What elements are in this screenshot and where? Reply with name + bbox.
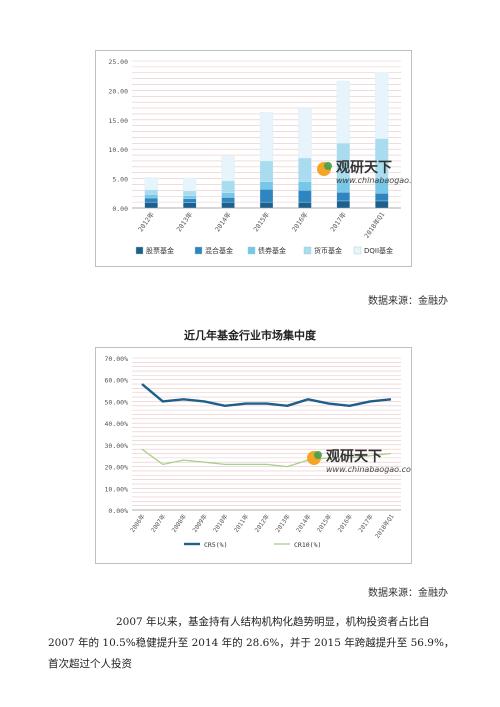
bar-segment (259, 189, 274, 203)
bar-segment (375, 200, 389, 209)
y-tick-label: 20.00 (108, 87, 128, 95)
concentration-line-chart: 0.00% 10.00% 20.00% 30.00% 40.00% 50.00% 60.00… (95, 347, 419, 564)
y-tick-label: 10.00 (108, 146, 128, 154)
bar-segment (375, 72, 389, 139)
x-tick-label: 2018年Q1 (362, 210, 387, 240)
bar-segment (182, 198, 197, 203)
bar-segment (221, 201, 235, 209)
x-tick-label: 2010年 (211, 513, 229, 534)
watermark-url: www.chinabaogao.com (326, 465, 411, 474)
bar-segment (182, 190, 197, 196)
x-tick-label: 2011年 (232, 513, 250, 534)
series-line-1 (141, 383, 392, 407)
legend-label: CR10(%) (294, 541, 321, 549)
legend-label: CR5(%) (204, 541, 227, 549)
x-tick-label: 2015年 (315, 513, 333, 534)
bar-segment (182, 177, 197, 192)
bar-segment (259, 112, 274, 162)
y-tick-label: 50.00% (105, 398, 129, 406)
x-tick-label: 2013年 (174, 210, 194, 234)
y-tick-label: 0.00% (108, 507, 128, 515)
bar-segment (259, 201, 274, 209)
line-chart-svg: 0.00% 10.00% 20.00% 30.00% 40.00% 50.00% 60.00… (105, 355, 419, 549)
bar-segment (144, 189, 158, 195)
y-tick-label: 60.00% (105, 377, 129, 385)
y-tick-label: 25.00 (108, 58, 128, 66)
y-tick-label: 5.00 (112, 176, 128, 184)
x-tick-label: 2017年 (357, 513, 375, 534)
y-tick-label: 15.00 (108, 117, 128, 125)
x-tick-label: 2007年 (149, 513, 167, 534)
watermark-logo-leaf-icon (324, 162, 332, 170)
x-tick-label: 2015年 (251, 210, 271, 234)
bar-segment (298, 181, 312, 191)
body-paragraph: 2007 年以来，基金持有人结构机构化趋势明显，机构投资者占比自 2007 年的… (48, 616, 455, 670)
bar-segment (221, 180, 235, 193)
source-note-1: 数据来源：金融办 (368, 296, 448, 307)
y-tick-label: 0.00 (112, 205, 128, 213)
legend-swatch (194, 246, 203, 255)
x-tick-label: 2012年 (253, 513, 271, 534)
bar-segment (298, 201, 312, 209)
bar-segment (144, 201, 158, 209)
watermark-logo-leaf-icon (314, 451, 322, 459)
legend-swatch (135, 246, 144, 255)
x-tick-label: 2008年 (170, 513, 188, 534)
x-tick-label: 2017年 (328, 210, 348, 234)
legend-swatch (303, 246, 312, 255)
bar-segment (336, 80, 351, 144)
legend-label: 货币基金 (314, 246, 342, 255)
bar-segment (375, 193, 389, 202)
x-tick-label: 2006年 (128, 513, 146, 534)
bar-segment (336, 200, 351, 209)
legend-label: 股票基金 (146, 246, 174, 255)
bar-chart-svg: 0.00 5.00 10.00 15.00 20.00 25.00 2012年 2013年 20… (108, 58, 428, 255)
bar-segment (221, 197, 235, 203)
bar-segment (298, 157, 312, 182)
y-tick-label: 40.00% (105, 420, 129, 428)
fund-size-bar-chart: 0.00 5.00 10.00 15.00 20.00 25.00 2012年 2013年 20… (95, 50, 429, 267)
bar-segment (259, 181, 274, 190)
legend-label: 混合基金 (205, 246, 233, 255)
chart2-title: 近几年基金行业市场集中度 (184, 329, 316, 342)
bar-segment (336, 191, 351, 202)
bar-segment (144, 197, 158, 203)
bar-segment (298, 107, 312, 159)
y-tick-label: 30.00% (105, 442, 129, 450)
x-tick-label: 2014年 (294, 513, 312, 534)
bar-segment (221, 192, 235, 198)
bar-segment (221, 156, 235, 182)
y-tick-label: 20.00% (105, 464, 129, 472)
legend-label: 债券基金 (258, 246, 286, 255)
x-tick-label: 2016年 (289, 210, 309, 234)
bar-segment (182, 195, 197, 199)
x-tick-label: 2016年 (336, 513, 354, 534)
y-tick-label: 70.00% (105, 355, 129, 363)
y-tick-label: 10.00% (105, 485, 129, 493)
bar-segment (298, 190, 312, 203)
legend-swatch (247, 246, 256, 255)
watermark-brand: 观研天下 (336, 160, 392, 176)
bar-segment (182, 202, 197, 209)
watermark-brand: 观研天下 (326, 449, 382, 465)
bar-segment (144, 194, 158, 199)
legend-swatch (353, 246, 362, 255)
x-tick-label: 2018年Q1 (373, 512, 396, 540)
watermark-url: www.chinabaogao.com (336, 176, 411, 185)
x-tick-label: 2012年 (136, 210, 156, 234)
source-note-2: 数据来源：金融办 (368, 588, 448, 599)
bar-segment (144, 177, 158, 190)
x-tick-label: 2013年 (274, 513, 292, 534)
series-line-2 (141, 448, 392, 468)
x-tick-label: 2009年 (191, 513, 209, 534)
bar-segment (259, 160, 274, 182)
x-tick-label: 2014年 (213, 210, 233, 234)
legend-label: DQII基金 (364, 246, 393, 255)
